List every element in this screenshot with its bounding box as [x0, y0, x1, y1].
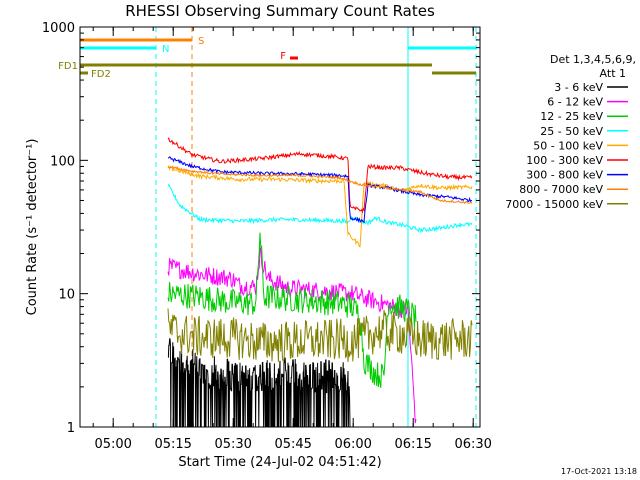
y-tick-label-100: 100: [50, 154, 75, 169]
chart-title: RHESSI Observing Summary Count Rates: [125, 2, 435, 20]
legend-entry-3-6-kev: 3 - 6 keV: [554, 81, 603, 94]
x-axis-label: Start Time (24-Jul-02 04:51:42): [178, 455, 381, 470]
legend-entry-100-300-kev: 100 - 300 keV: [526, 154, 603, 167]
flag-label-s: S: [198, 36, 204, 47]
legend-header-detectors: Det 1,3,4,5,6,9,: [550, 53, 636, 66]
x-tick-label-05-00: 05:00: [94, 437, 131, 452]
series-layer: [167, 137, 473, 428]
flag-label-n: N: [162, 44, 169, 55]
series-line-100-300-kev: [167, 137, 473, 214]
legend-entry-50-100-kev: 50 - 100 keV: [533, 139, 603, 152]
series-line-300-800-kev: [167, 156, 473, 224]
series-50-100-kev: [167, 164, 473, 248]
series-line-7000-15000-kev: [167, 308, 473, 363]
flag-label-f: F: [280, 51, 286, 62]
series-line-3-6-kev: [167, 338, 351, 428]
footer-date: 17-Oct-2021 13:18: [561, 467, 637, 476]
y-tick-label-1000: 1000: [42, 21, 75, 36]
legend-entry-12-25-kev: 12 - 25 keV: [540, 110, 603, 123]
x-tick-label-05-30: 05:30: [214, 437, 251, 452]
x-tick-label-06-30: 06:30: [454, 437, 491, 452]
series-line-25-50-kev: [167, 183, 473, 234]
x-tick-label-06-15: 06:15: [394, 437, 431, 452]
legend-entry-300-800-kev: 300 - 800 keV: [526, 169, 603, 182]
legend-header-attenuator: Att 1: [600, 67, 626, 80]
series-300-800-kev: [167, 156, 473, 224]
series-line-800-7000-kev: [167, 165, 473, 205]
y-axis-label: Count Rate (s⁻¹ detector⁻¹): [25, 139, 40, 316]
legend-entry-25-50-kev: 25 - 50 keV: [540, 125, 603, 138]
legend-entry-6-12-kev: 6 - 12 keV: [547, 96, 603, 109]
legend: Det 1,3,4,5,6,9, Att 1 3 - 6 keV 6 - 12 k…: [505, 53, 636, 211]
series-line-6-12-kev: [167, 247, 417, 424]
x-tick-label-06-00: 06:00: [334, 437, 371, 452]
series-800-7000-kev: [167, 165, 473, 205]
axes: 1 10 100 1000 05:00 05:15 05:30 05:45 06:00 06:15…: [42, 21, 492, 452]
series-12-25-kev: [167, 232, 417, 388]
x-tick-label-05-45: 05:45: [274, 437, 311, 452]
flag-label-fd2: FD2: [91, 69, 111, 80]
series-25-50-kev: [167, 183, 473, 234]
series-line-12-25-kev: [167, 232, 417, 388]
x-tick-label-05-15: 05:15: [154, 437, 191, 452]
series-3-6-kev: [167, 338, 351, 428]
series-6-12-kev: [167, 247, 417, 424]
legend-entry-7000-15000-kev: 7000 - 15000 keV: [505, 198, 603, 211]
y-tick-label-1: 1: [67, 421, 75, 436]
y-tick-label-10: 10: [58, 288, 75, 303]
series-100-300-kev: [167, 137, 473, 214]
legend-entry-800-7000-kev: 800 - 7000 keV: [519, 183, 603, 196]
flag-label-fd1: FD1: [58, 61, 78, 72]
flag-bars: S N F FD1 FD2: [58, 36, 476, 80]
series-line-50-100-kev: [167, 164, 473, 248]
plot-frame: [79, 26, 481, 428]
series-7000-15000-kev: [167, 308, 473, 363]
